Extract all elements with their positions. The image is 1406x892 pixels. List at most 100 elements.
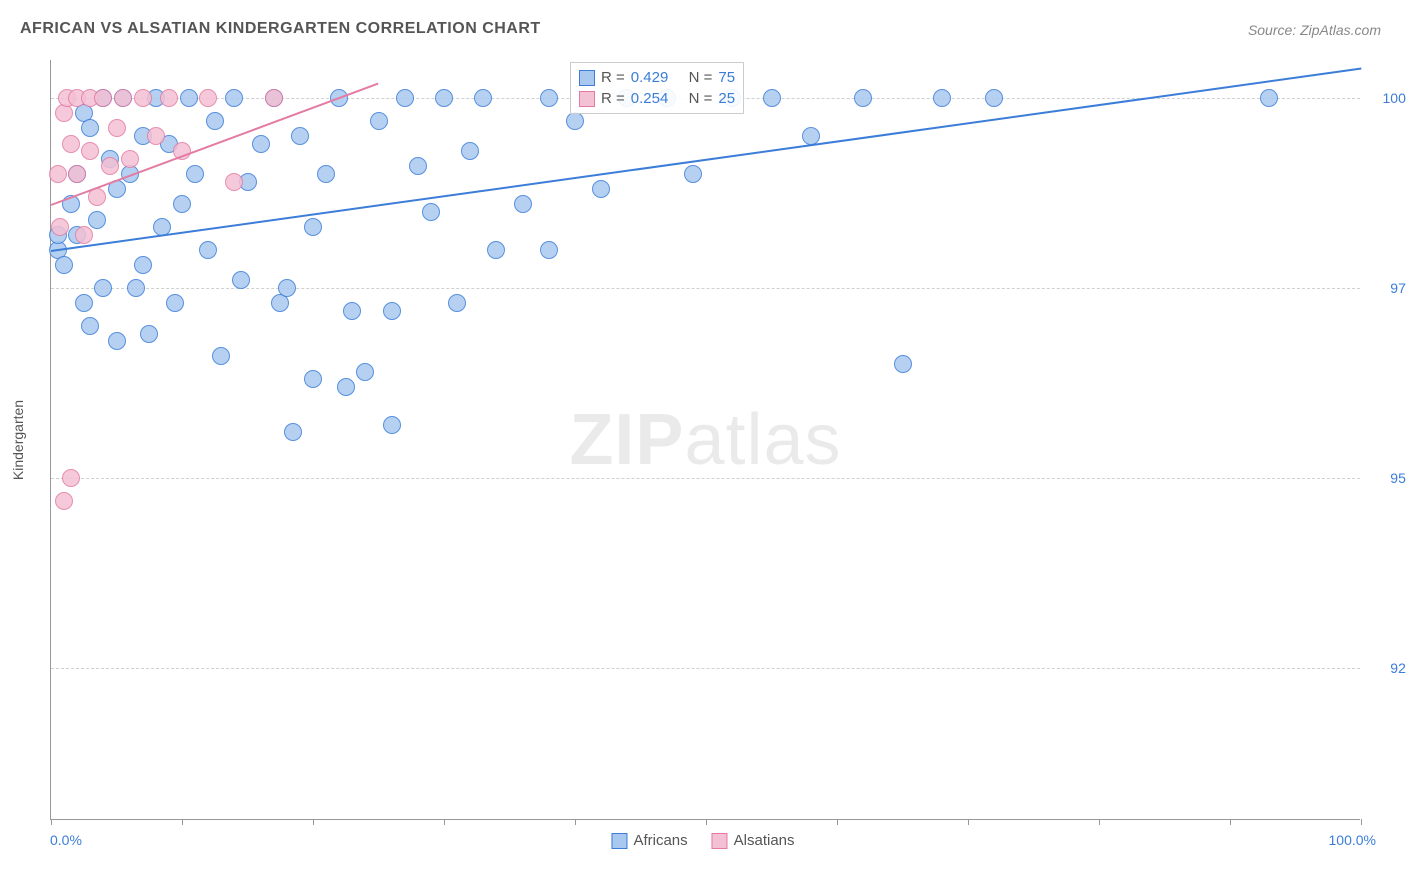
- scatter-point: [94, 89, 112, 107]
- scatter-point: [461, 142, 479, 160]
- scatter-point: [75, 226, 93, 244]
- scatter-point: [1260, 89, 1278, 107]
- x-axis-min-label: 0.0%: [50, 832, 82, 848]
- scatter-point: [422, 203, 440, 221]
- legend-stats-row: R =0.254 N =25: [579, 88, 735, 109]
- legend-item: Africans: [611, 832, 687, 849]
- x-tick: [575, 819, 576, 825]
- scatter-point: [55, 104, 73, 122]
- scatter-point: [370, 112, 388, 130]
- x-tick: [706, 819, 707, 825]
- scatter-point: [134, 89, 152, 107]
- legend-label: Africans: [633, 832, 687, 849]
- scatter-point: [232, 271, 250, 289]
- scatter-point: [894, 355, 912, 373]
- watermark-light: atlas: [684, 400, 841, 480]
- scatter-point: [592, 180, 610, 198]
- stat-n-value: 75: [718, 69, 735, 86]
- scatter-point: [474, 89, 492, 107]
- scatter-point: [540, 89, 558, 107]
- stat-n-label: N =: [689, 69, 713, 86]
- scatter-point: [284, 423, 302, 441]
- scatter-point: [409, 157, 427, 175]
- bottom-legend: Africans Alsatians: [611, 832, 794, 849]
- scatter-point: [55, 492, 73, 510]
- scatter-point: [383, 302, 401, 320]
- legend-stats-row: R = 0.429 N = 75: [579, 67, 735, 88]
- scatter-point: [304, 218, 322, 236]
- y-tick-label: 97.5%: [1370, 280, 1406, 296]
- scatter-point: [81, 317, 99, 335]
- y-axis-title: Kindergarten: [10, 400, 26, 480]
- scatter-point: [337, 378, 355, 396]
- chart-source: Source: ZipAtlas.com: [1248, 22, 1381, 38]
- scatter-point: [317, 165, 335, 183]
- x-tick: [51, 819, 52, 825]
- scatter-point: [291, 127, 309, 145]
- scatter-point: [51, 218, 69, 236]
- scatter-point: [225, 89, 243, 107]
- scatter-point: [343, 302, 361, 320]
- legend-swatch: [579, 91, 595, 107]
- scatter-point: [114, 89, 132, 107]
- scatter-point: [75, 294, 93, 312]
- scatter-point: [81, 142, 99, 160]
- legend-swatch: [712, 833, 728, 849]
- scatter-point: [252, 135, 270, 153]
- scatter-point: [173, 195, 191, 213]
- scatter-point: [160, 89, 178, 107]
- x-tick: [837, 819, 838, 825]
- scatter-point: [435, 89, 453, 107]
- y-tick-label: 95.0%: [1370, 470, 1406, 486]
- scatter-point: [383, 416, 401, 434]
- scatter-point: [101, 157, 119, 175]
- y-tick-label: 100.0%: [1370, 90, 1406, 106]
- scatter-point: [985, 89, 1003, 107]
- scatter-point: [166, 294, 184, 312]
- stat-n-value: 25: [718, 90, 735, 107]
- grid-line: [51, 668, 1360, 669]
- x-tick: [444, 819, 445, 825]
- stat-r-label: R =: [601, 69, 625, 86]
- grid-line: [51, 288, 1360, 289]
- scatter-point: [140, 325, 158, 343]
- scatter-point: [304, 370, 322, 388]
- x-tick: [1230, 819, 1231, 825]
- scatter-point: [134, 256, 152, 274]
- scatter-point: [180, 89, 198, 107]
- scatter-point: [121, 150, 139, 168]
- scatter-point: [540, 241, 558, 259]
- scatter-point: [225, 173, 243, 191]
- scatter-point: [55, 256, 73, 274]
- legend-item: Alsatians: [712, 832, 795, 849]
- chart-container: AFRICAN VS ALSATIAN KINDERGARTEN CORRELA…: [0, 0, 1406, 892]
- scatter-point: [448, 294, 466, 312]
- scatter-point: [278, 279, 296, 297]
- x-tick: [1099, 819, 1100, 825]
- x-tick: [313, 819, 314, 825]
- scatter-point: [49, 165, 67, 183]
- watermark-bold: ZIP: [569, 400, 684, 480]
- watermark: ZIPatlas: [569, 399, 841, 481]
- scatter-point: [108, 332, 126, 350]
- scatter-point: [854, 89, 872, 107]
- scatter-point: [487, 241, 505, 259]
- scatter-point: [186, 165, 204, 183]
- stat-r-value: 0.254: [631, 90, 669, 107]
- scatter-point: [212, 347, 230, 365]
- scatter-point: [127, 279, 145, 297]
- scatter-point: [684, 165, 702, 183]
- grid-line: [51, 478, 1360, 479]
- legend-swatch: [579, 70, 595, 86]
- legend-label: Alsatians: [734, 832, 795, 849]
- scatter-point: [933, 89, 951, 107]
- chart-title: AFRICAN VS ALSATIAN KINDERGARTEN CORRELA…: [20, 20, 541, 38]
- scatter-point: [199, 241, 217, 259]
- x-axis-max-label: 100.0%: [1329, 832, 1376, 848]
- stat-r-value: 0.429: [631, 69, 669, 86]
- x-tick: [182, 819, 183, 825]
- legend-stats-box: R = 0.429 N = 75 R =0.254 N =25: [570, 62, 744, 114]
- x-tick: [1361, 819, 1362, 825]
- x-tick: [968, 819, 969, 825]
- scatter-point: [356, 363, 374, 381]
